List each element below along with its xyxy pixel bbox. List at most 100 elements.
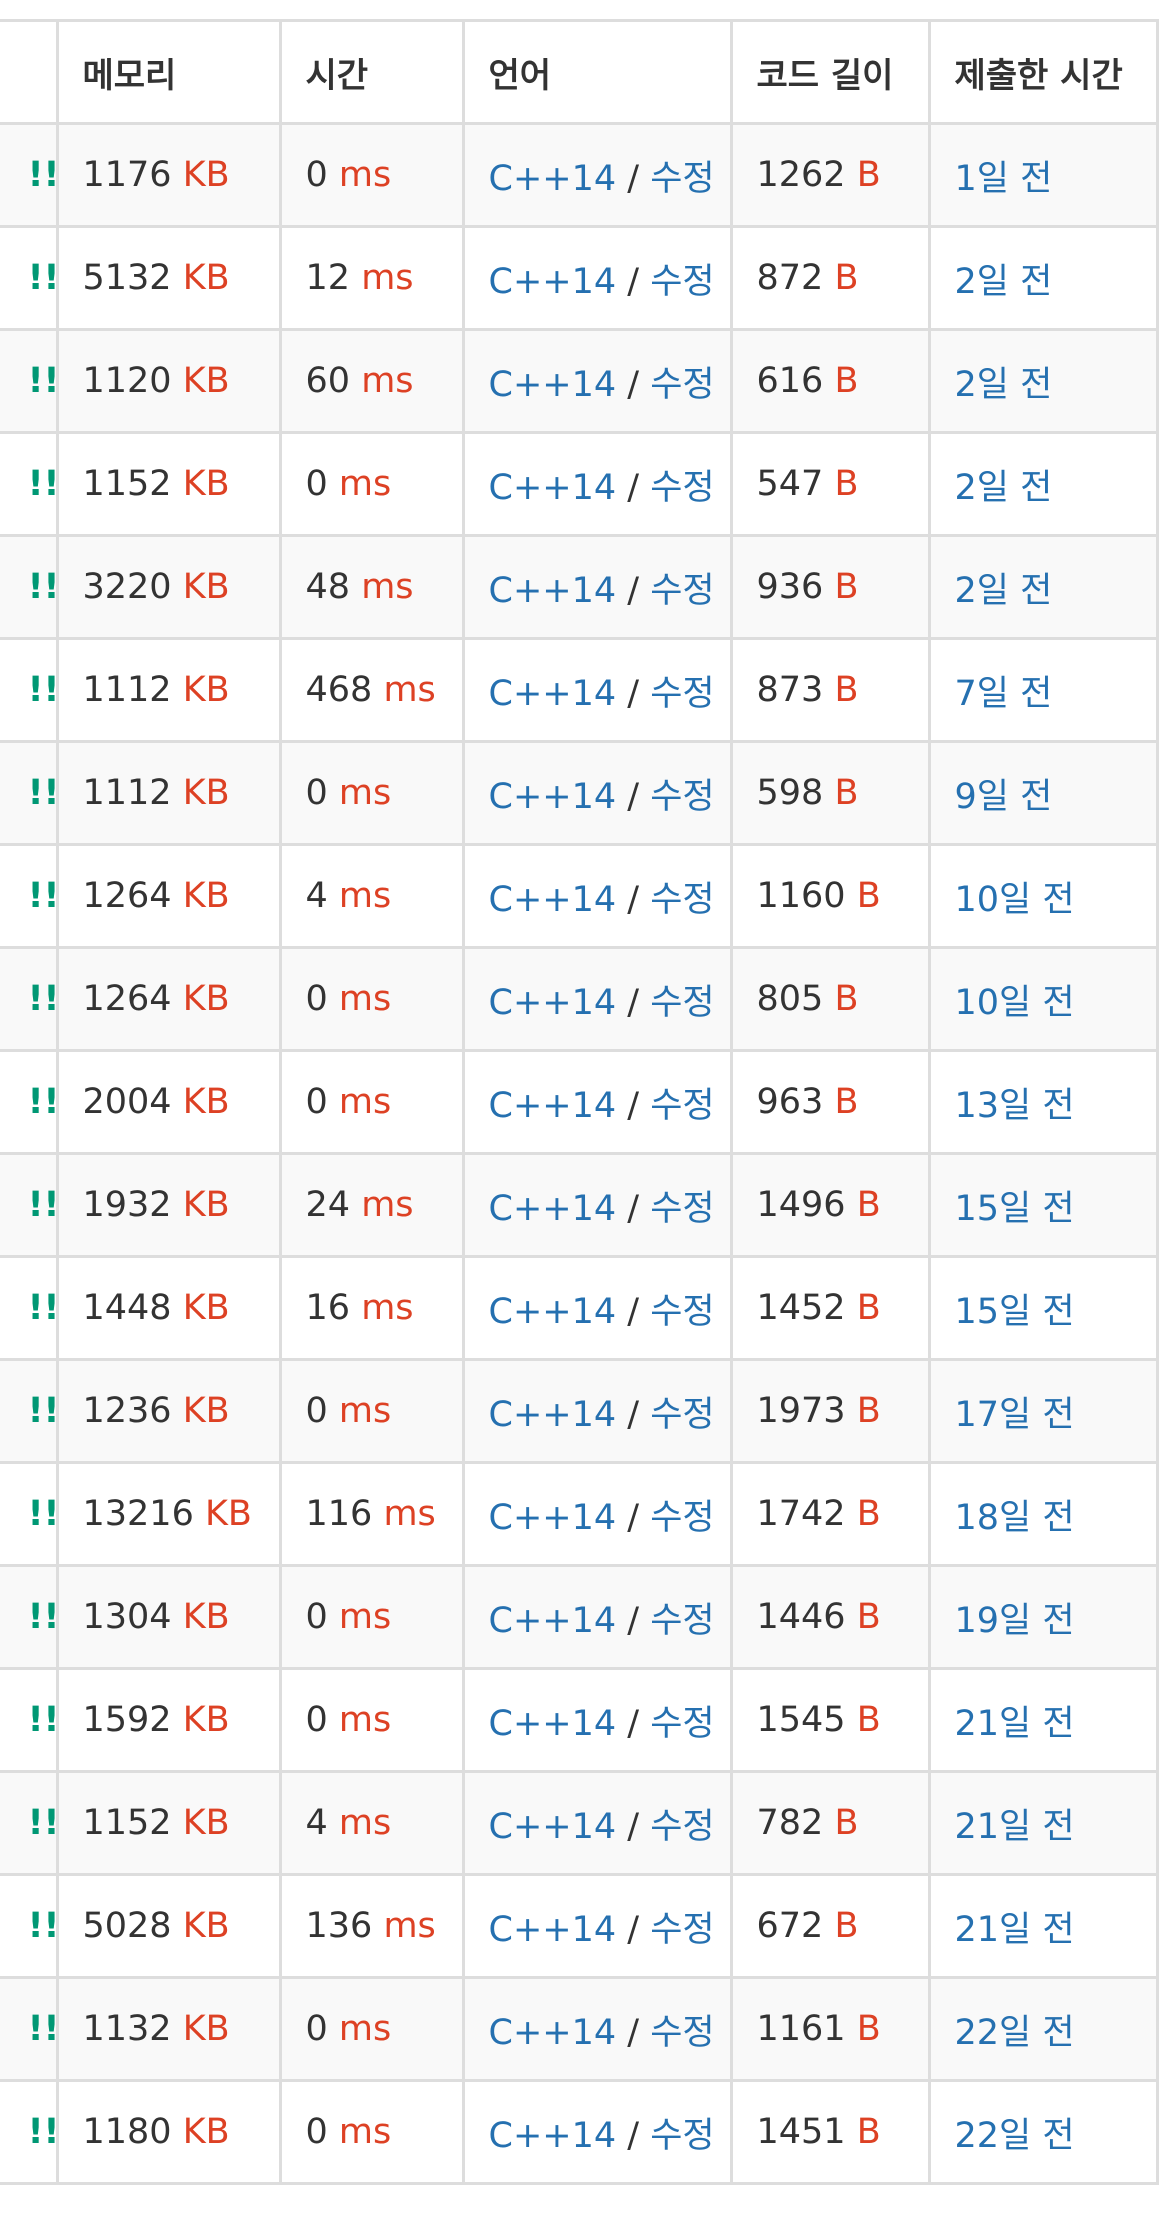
submitted-time-link[interactable]: 18일 전: [954, 1497, 1075, 1538]
language-link[interactable]: C++14: [488, 570, 617, 611]
submitted-time-link[interactable]: 22일 전: [954, 2115, 1075, 2156]
code-length-unit: B: [834, 773, 859, 813]
language-link[interactable]: C++14: [488, 1497, 617, 1538]
result-text[interactable]: !!: [27, 2009, 57, 2049]
submitted-time-link[interactable]: 17일 전: [954, 1394, 1075, 1435]
edit-link[interactable]: 수정: [650, 1291, 715, 1332]
memory-unit: KB: [182, 1906, 230, 1946]
time-unit: ms: [361, 567, 414, 607]
result-text[interactable]: !!: [27, 773, 57, 813]
submitted-time-link[interactable]: 13일 전: [954, 1085, 1075, 1126]
edit-link[interactable]: 수정: [650, 673, 715, 714]
submitted-time-link[interactable]: 19일 전: [954, 1600, 1075, 1641]
language-link[interactable]: C++14: [488, 879, 617, 920]
language-link[interactable]: C++14: [488, 261, 617, 302]
edit-link[interactable]: 수정: [650, 1600, 715, 1641]
result-text[interactable]: !!: [27, 464, 57, 504]
edit-link[interactable]: 수정: [650, 261, 715, 302]
memory-unit: KB: [182, 258, 230, 298]
language-link[interactable]: C++14: [488, 1394, 617, 1435]
language-link[interactable]: C++14: [488, 158, 617, 199]
submitted-time-link[interactable]: 2일 전: [954, 261, 1053, 302]
edit-link[interactable]: 수정: [650, 1394, 715, 1435]
code-length-unit: B: [834, 1906, 859, 1946]
edit-link[interactable]: 수정: [650, 1703, 715, 1744]
submitted-time-link[interactable]: 7일 전: [954, 673, 1053, 714]
language-link[interactable]: C++14: [488, 776, 617, 817]
submitted-time-link[interactable]: 10일 전: [954, 879, 1075, 920]
submitted-time-link[interactable]: 21일 전: [954, 1806, 1075, 1847]
language-link[interactable]: C++14: [488, 364, 617, 405]
language-cell: C++14 / 수정: [461, 1976, 733, 2082]
edit-link[interactable]: 수정: [650, 570, 715, 611]
edit-link[interactable]: 수정: [650, 2115, 715, 2156]
result-text[interactable]: !!: [27, 361, 57, 401]
memory-value: 1112: [82, 773, 172, 813]
table-row: !! 13216 KB 116 ms C++14 / 수정 1742 B 18일…: [0, 1461, 1159, 1567]
result-text[interactable]: !!: [27, 979, 57, 1019]
submitted-time-link[interactable]: 21일 전: [954, 1703, 1075, 1744]
submitted-time-link[interactable]: 2일 전: [954, 570, 1053, 611]
edit-link[interactable]: 수정: [650, 1188, 715, 1229]
result-cell: !!: [0, 431, 59, 537]
result-text[interactable]: !!: [27, 1597, 57, 1637]
edit-link[interactable]: 수정: [650, 467, 715, 508]
submitted-time-link[interactable]: 2일 전: [954, 467, 1053, 508]
edit-link[interactable]: 수정: [650, 364, 715, 405]
result-cell: !!: [0, 740, 59, 846]
language-link[interactable]: C++14: [488, 1085, 617, 1126]
edit-link[interactable]: 수정: [650, 158, 715, 199]
edit-link[interactable]: 수정: [650, 2012, 715, 2053]
language-link[interactable]: C++14: [488, 1188, 617, 1229]
submitted-time-link[interactable]: 15일 전: [954, 1188, 1075, 1229]
language-link[interactable]: C++14: [488, 1909, 617, 1950]
time-value: 4: [305, 876, 328, 916]
language-link[interactable]: C++14: [488, 982, 617, 1023]
edit-link[interactable]: 수정: [650, 1806, 715, 1847]
language-link[interactable]: C++14: [488, 1600, 617, 1641]
result-text[interactable]: !!: [27, 155, 57, 195]
submitted-time-link[interactable]: 15일 전: [954, 1291, 1075, 1332]
result-cell: !!: [0, 1770, 59, 1876]
result-text[interactable]: !!: [27, 670, 57, 710]
language-link[interactable]: C++14: [488, 1291, 617, 1332]
result-text[interactable]: !!: [27, 258, 57, 298]
result-text[interactable]: !!: [27, 1803, 57, 1843]
code-length-value: 1446: [756, 1597, 846, 1637]
result-text[interactable]: !!: [27, 1700, 57, 1740]
time-value: 0: [305, 1391, 328, 1431]
language-link[interactable]: C++14: [488, 1806, 617, 1847]
time-cell: 12 ms: [278, 225, 465, 331]
edit-link[interactable]: 수정: [650, 1497, 715, 1538]
edit-link[interactable]: 수정: [650, 1085, 715, 1126]
code-length-cell: 1973 B: [729, 1358, 931, 1464]
edit-link[interactable]: 수정: [650, 982, 715, 1023]
language-link[interactable]: C++14: [488, 2115, 617, 2156]
result-text[interactable]: !!: [27, 876, 57, 916]
time-cell: 0 ms: [278, 1564, 465, 1670]
code-length-unit: B: [834, 979, 859, 1019]
result-text[interactable]: !!: [27, 1494, 57, 1534]
edit-link[interactable]: 수정: [650, 879, 715, 920]
submitted-time-link[interactable]: 21일 전: [954, 1909, 1075, 1950]
result-text[interactable]: !!: [27, 1906, 57, 1946]
submitted-time-link[interactable]: 9일 전: [954, 776, 1053, 817]
separator: /: [627, 158, 640, 199]
result-text[interactable]: !!: [27, 1391, 57, 1431]
result-text[interactable]: !!: [27, 567, 57, 607]
submitted-time-link[interactable]: 1일 전: [954, 158, 1053, 199]
result-text[interactable]: !!: [27, 1082, 57, 1122]
submitted-time-link[interactable]: 22일 전: [954, 2012, 1075, 2053]
language-link[interactable]: C++14: [488, 467, 617, 508]
submitted-time-link[interactable]: 2일 전: [954, 364, 1053, 405]
result-text[interactable]: !!: [27, 1185, 57, 1225]
memory-value: 1304: [82, 1597, 172, 1637]
edit-link[interactable]: 수정: [650, 1909, 715, 1950]
language-link[interactable]: C++14: [488, 1703, 617, 1744]
result-text[interactable]: !!: [27, 1288, 57, 1328]
language-link[interactable]: C++14: [488, 2012, 617, 2053]
edit-link[interactable]: 수정: [650, 776, 715, 817]
submitted-time-link[interactable]: 10일 전: [954, 982, 1075, 1023]
result-text[interactable]: !!: [27, 2112, 57, 2152]
language-link[interactable]: C++14: [488, 673, 617, 714]
